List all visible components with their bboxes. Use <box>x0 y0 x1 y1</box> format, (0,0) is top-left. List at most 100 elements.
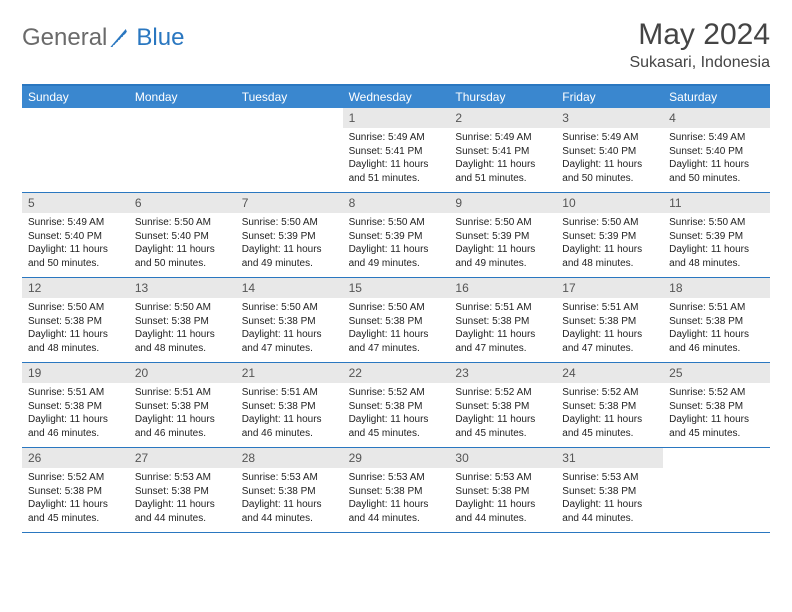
day-line: Sunrise: 5:50 AM <box>242 216 337 230</box>
day-line: Sunrise: 5:52 AM <box>28 471 123 485</box>
day-line: Sunrise: 5:50 AM <box>135 301 230 315</box>
day-line: Sunset: 5:40 PM <box>135 230 230 244</box>
day-line: Sunset: 5:38 PM <box>349 400 444 414</box>
day-line: Sunset: 5:38 PM <box>28 485 123 499</box>
day-body <box>22 114 129 123</box>
day-line: Daylight: 11 hours and 51 minutes. <box>349 158 444 185</box>
day-number: 15 <box>343 278 450 298</box>
day-line: Daylight: 11 hours and 46 minutes. <box>242 413 337 440</box>
day-line: Daylight: 11 hours and 44 minutes. <box>135 498 230 525</box>
day-number: 7 <box>236 193 343 213</box>
day-body: Sunrise: 5:52 AMSunset: 5:38 PMDaylight:… <box>663 383 770 446</box>
dow-sunday: Sunday <box>22 86 129 108</box>
day-line: Sunset: 5:39 PM <box>562 230 657 244</box>
day-number: 17 <box>556 278 663 298</box>
day-cell: 28Sunrise: 5:53 AMSunset: 5:38 PMDayligh… <box>236 448 343 532</box>
day-line: Daylight: 11 hours and 45 minutes. <box>562 413 657 440</box>
day-line: Sunrise: 5:53 AM <box>562 471 657 485</box>
day-cell: 20Sunrise: 5:51 AMSunset: 5:38 PMDayligh… <box>129 363 236 447</box>
day-line: Daylight: 11 hours and 50 minutes. <box>28 243 123 270</box>
day-line: Sunset: 5:38 PM <box>562 485 657 499</box>
day-cell: 5Sunrise: 5:49 AMSunset: 5:40 PMDaylight… <box>22 193 129 277</box>
day-line: Daylight: 11 hours and 47 minutes. <box>349 328 444 355</box>
day-line: Sunset: 5:40 PM <box>669 145 764 159</box>
day-body: Sunrise: 5:51 AMSunset: 5:38 PMDaylight:… <box>449 298 556 361</box>
day-line: Sunset: 5:41 PM <box>349 145 444 159</box>
day-number: 11 <box>663 193 770 213</box>
day-line: Sunrise: 5:50 AM <box>562 216 657 230</box>
day-line: Sunset: 5:38 PM <box>349 315 444 329</box>
day-number: 28 <box>236 448 343 468</box>
day-cell: 31Sunrise: 5:53 AMSunset: 5:38 PMDayligh… <box>556 448 663 532</box>
day-body: Sunrise: 5:50 AMSunset: 5:39 PMDaylight:… <box>449 213 556 276</box>
day-line: Daylight: 11 hours and 49 minutes. <box>455 243 550 270</box>
day-body: Sunrise: 5:50 AMSunset: 5:38 PMDaylight:… <box>343 298 450 361</box>
day-body: Sunrise: 5:53 AMSunset: 5:38 PMDaylight:… <box>236 468 343 531</box>
header: General Blue May 2024 Sukasari, Indonesi… <box>22 18 770 72</box>
calendar: Sunday Monday Tuesday Wednesday Thursday… <box>22 84 770 533</box>
day-body: Sunrise: 5:51 AMSunset: 5:38 PMDaylight:… <box>22 383 129 446</box>
dow-monday: Monday <box>129 86 236 108</box>
day-line: Sunrise: 5:51 AM <box>562 301 657 315</box>
day-line: Sunrise: 5:49 AM <box>562 131 657 145</box>
day-cell: 17 Sunrise: 5:51 AMSunset: 5:38 PMDayligh… <box>556 278 663 362</box>
day-line: Sunrise: 5:49 AM <box>349 131 444 145</box>
day-line: Sunset: 5:38 PM <box>242 315 337 329</box>
day-line: Daylight: 11 hours and 50 minutes. <box>669 158 764 185</box>
day-cell <box>129 108 236 192</box>
day-line: Sunrise: 5:53 AM <box>242 471 337 485</box>
day-body: Sunrise: 5:49 AMSunset: 5:41 PMDaylight:… <box>449 128 556 191</box>
day-cell: 19Sunrise: 5:51 AMSunset: 5:38 PMDayligh… <box>22 363 129 447</box>
day-number: 24 <box>556 363 663 383</box>
day-line: Sunrise: 5:50 AM <box>349 301 444 315</box>
day-line: Sunrise: 5:51 AM <box>242 386 337 400</box>
day-line: Sunset: 5:38 PM <box>28 315 123 329</box>
day-line: Daylight: 11 hours and 44 minutes. <box>242 498 337 525</box>
day-cell: 26Sunrise: 5:52 AMSunset: 5:38 PMDayligh… <box>22 448 129 532</box>
day-number: 23 <box>449 363 556 383</box>
day-body: Sunrise: 5:49 AMSunset: 5:40 PMDaylight:… <box>556 128 663 191</box>
day-body: Sunrise: 5:50 AMSunset: 5:39 PMDaylight:… <box>343 213 450 276</box>
day-body <box>129 114 236 123</box>
day-body: Sunrise: 5:50 AMSunset: 5:38 PMDaylight:… <box>129 298 236 361</box>
day-number: 16 <box>449 278 556 298</box>
day-line: Daylight: 11 hours and 45 minutes. <box>669 413 764 440</box>
day-number: 13 <box>129 278 236 298</box>
day-line: Daylight: 11 hours and 46 minutes. <box>28 413 123 440</box>
day-line: Sunset: 5:38 PM <box>455 315 550 329</box>
day-line: Daylight: 11 hours and 47 minutes. <box>562 328 657 355</box>
day-body: Sunrise: 5:49 AMSunset: 5:41 PMDaylight:… <box>343 128 450 191</box>
day-line: Sunrise: 5:50 AM <box>349 216 444 230</box>
day-line: Sunset: 5:38 PM <box>669 315 764 329</box>
day-cell: 30Sunrise: 5:53 AMSunset: 5:38 PMDayligh… <box>449 448 556 532</box>
day-body: Sunrise: 5:53 AMSunset: 5:38 PMDaylight:… <box>556 468 663 531</box>
day-cell: 2Sunrise: 5:49 AMSunset: 5:41 PMDaylight… <box>449 108 556 192</box>
day-line: Sunset: 5:38 PM <box>242 400 337 414</box>
day-body <box>236 114 343 123</box>
day-line: Sunrise: 5:53 AM <box>349 471 444 485</box>
day-number: 18 <box>663 278 770 298</box>
day-cell: 8Sunrise: 5:50 AMSunset: 5:39 PMDaylight… <box>343 193 450 277</box>
day-line: Daylight: 11 hours and 48 minutes. <box>135 328 230 355</box>
day-line: Sunset: 5:38 PM <box>242 485 337 499</box>
title-block: May 2024 Sukasari, Indonesia <box>629 18 770 72</box>
day-line: Sunset: 5:38 PM <box>562 315 657 329</box>
day-body: Sunrise: 5:50 AMSunset: 5:39 PMDaylight:… <box>236 213 343 276</box>
day-body: Sunrise: 5:51 AMSunset: 5:38 PMDaylight:… <box>129 383 236 446</box>
dow-wednesday: Wednesday <box>343 86 450 108</box>
day-body: Sunrise: 5:50 AMSunset: 5:39 PMDaylight:… <box>556 213 663 276</box>
week-row: 1Sunrise: 5:49 AMSunset: 5:41 PMDaylight… <box>22 108 770 193</box>
day-body: Sunrise: 5:52 AMSunset: 5:38 PMDaylight:… <box>449 383 556 446</box>
day-number: 10 <box>556 193 663 213</box>
day-cell: 15Sunrise: 5:50 AMSunset: 5:38 PMDayligh… <box>343 278 450 362</box>
day-line: Sunset: 5:38 PM <box>669 400 764 414</box>
day-cell: 18Sunrise: 5:51 AMSunset: 5:38 PMDayligh… <box>663 278 770 362</box>
day-body: Sunrise: 5:50 AMSunset: 5:38 PMDaylight:… <box>236 298 343 361</box>
day-line: Daylight: 11 hours and 48 minutes. <box>28 328 123 355</box>
day-line: Daylight: 11 hours and 48 minutes. <box>669 243 764 270</box>
day-line: Sunrise: 5:53 AM <box>455 471 550 485</box>
day-cell: 10Sunrise: 5:50 AMSunset: 5:39 PMDayligh… <box>556 193 663 277</box>
day-line: Daylight: 11 hours and 45 minutes. <box>455 413 550 440</box>
day-number: 1 <box>343 108 450 128</box>
day-cell: 12Sunrise: 5:50 AMSunset: 5:38 PMDayligh… <box>22 278 129 362</box>
